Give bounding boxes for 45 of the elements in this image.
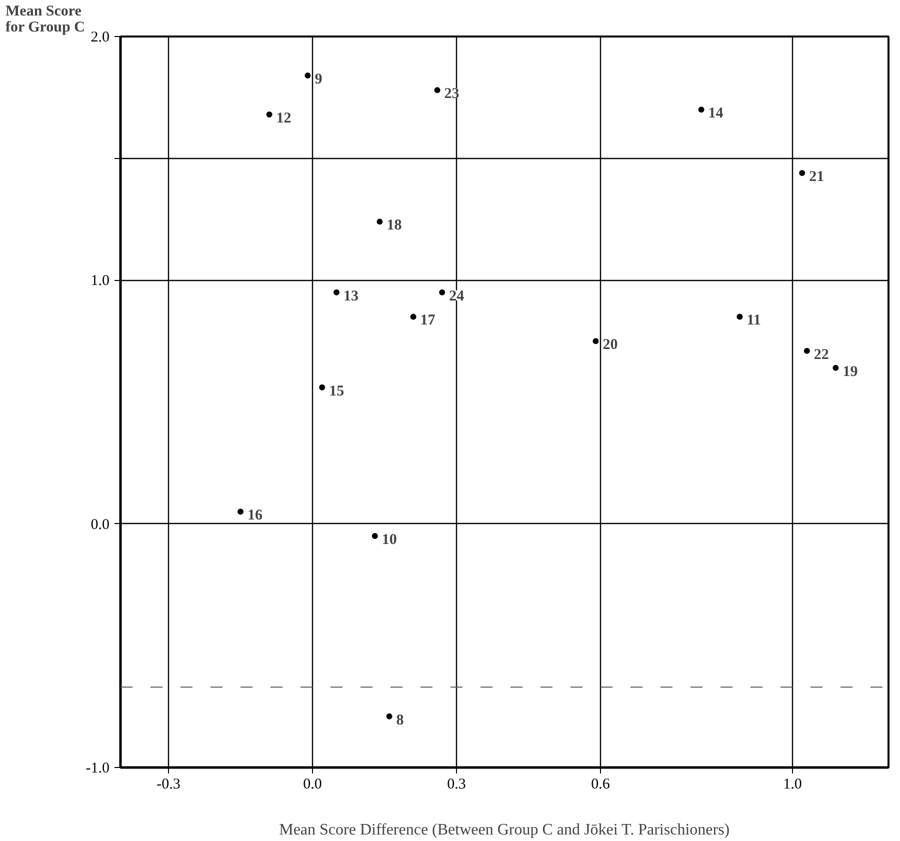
point — [386, 713, 392, 720]
y-tick-label: 2.0 — [90, 30, 110, 46]
annotation: 18 — [386, 218, 402, 234]
point — [266, 111, 272, 118]
point — [434, 87, 440, 94]
point — [304, 72, 311, 78]
annotation: 22 — [814, 346, 829, 363]
annotation: 12 — [276, 110, 292, 126]
point — [376, 218, 383, 225]
x-tick-label: -0.3 — [156, 776, 180, 792]
point — [439, 289, 446, 296]
annotation: 21 — [809, 168, 824, 185]
annotation: 8 — [396, 712, 404, 728]
point — [238, 508, 244, 515]
point — [319, 384, 326, 390]
x-tick-label: 1.0 — [783, 776, 802, 792]
annotation: 13 — [344, 288, 358, 304]
annotation: 10 — [382, 532, 397, 548]
annotation: 14 — [708, 106, 724, 122]
annotation: 9 — [314, 71, 322, 88]
y-tick-label: -1.0 — [86, 760, 110, 776]
point — [372, 533, 378, 540]
annotation: 17 — [420, 312, 436, 329]
point — [804, 348, 810, 354]
annotation: 20 — [602, 337, 618, 354]
point — [698, 106, 704, 113]
y-tick-label: 0.0 — [90, 516, 110, 533]
point — [832, 364, 839, 371]
y-axis-title: Mean Score for Group C — [6, 4, 85, 36]
annotation: 23 — [444, 86, 460, 102]
annotation: 24 — [449, 288, 465, 304]
point — [736, 314, 743, 320]
point — [799, 170, 806, 176]
x-tick-label: 0.3 — [447, 776, 466, 792]
annotation: 15 — [329, 383, 344, 400]
x-tick-label: 0.0 — [303, 776, 322, 792]
point — [592, 338, 599, 344]
y-tick-label: 1.0 — [90, 273, 110, 290]
x-tick-label: 0.6 — [591, 776, 610, 792]
x-axis-title: Mean Score Difference (Between Group C and Jōkei T. Parischioners) — [279, 822, 730, 838]
annotation: 16 — [248, 508, 263, 524]
annotation: 19 — [842, 364, 858, 380]
point — [410, 314, 416, 320]
annotation: 11 — [746, 312, 761, 329]
point — [334, 289, 340, 296]
